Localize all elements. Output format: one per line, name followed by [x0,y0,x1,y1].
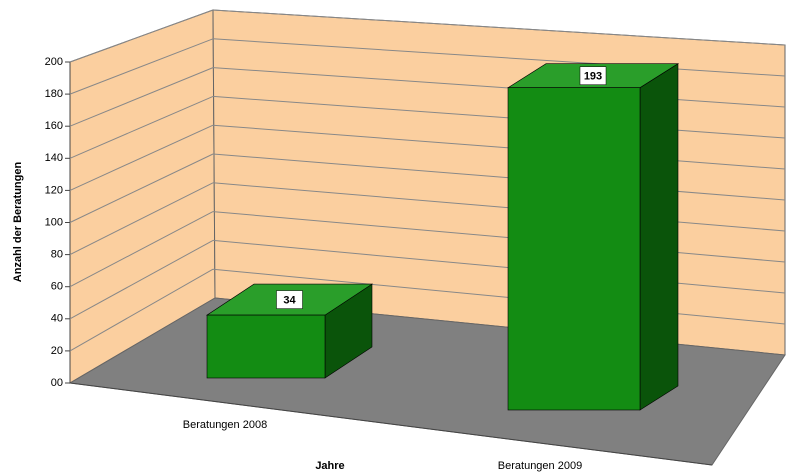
grid-line [69,153,214,223]
grid-line [212,153,786,201]
grid-line [69,9,214,63]
grid-line [69,38,214,95]
grid-line [212,67,786,108]
y-axis-title: Anzahl der Beratungen [12,162,24,283]
grid-line [212,38,786,77]
value-label: 193 [584,71,602,83]
bar-side [639,63,679,411]
grid-line [69,211,214,288]
y-tick-label: 140 [45,152,63,164]
y-tick-label: 100 [45,216,63,228]
value-label-box [276,290,303,309]
grid-line [212,182,786,232]
y-tick-label: 20 [51,345,63,357]
y-tick-label: 120 [45,184,63,196]
grid-line [212,268,786,325]
y-tick-label: 60 [51,281,63,293]
y-tick-label: 180 [45,88,63,100]
y-tick-label: 200 [45,56,63,68]
grid-line [69,182,214,256]
grid-line [212,239,786,294]
x-tick-label: Beratungen 2009 [498,460,582,472]
value-label: 34 [283,295,296,307]
grid-line [69,268,214,352]
y-tick-label: 160 [45,120,63,132]
bar [206,314,326,379]
grid-line [212,95,786,139]
grid-line [69,124,214,191]
x-axis-title: Jahre [315,460,344,472]
y-tick-label: 00 [51,377,63,389]
grid-line [69,95,214,159]
grid-line [212,9,786,46]
grid-line [212,211,786,263]
value-label-box [579,66,607,85]
bar [507,87,641,411]
grid-line [212,124,786,170]
grid-line [69,67,214,127]
y-tick-label: 40 [51,313,63,325]
x-tick-label: Beratungen 2008 [183,419,267,431]
grid-line [69,239,214,320]
x-axis [69,382,713,466]
y-tick-label: 80 [51,249,63,261]
